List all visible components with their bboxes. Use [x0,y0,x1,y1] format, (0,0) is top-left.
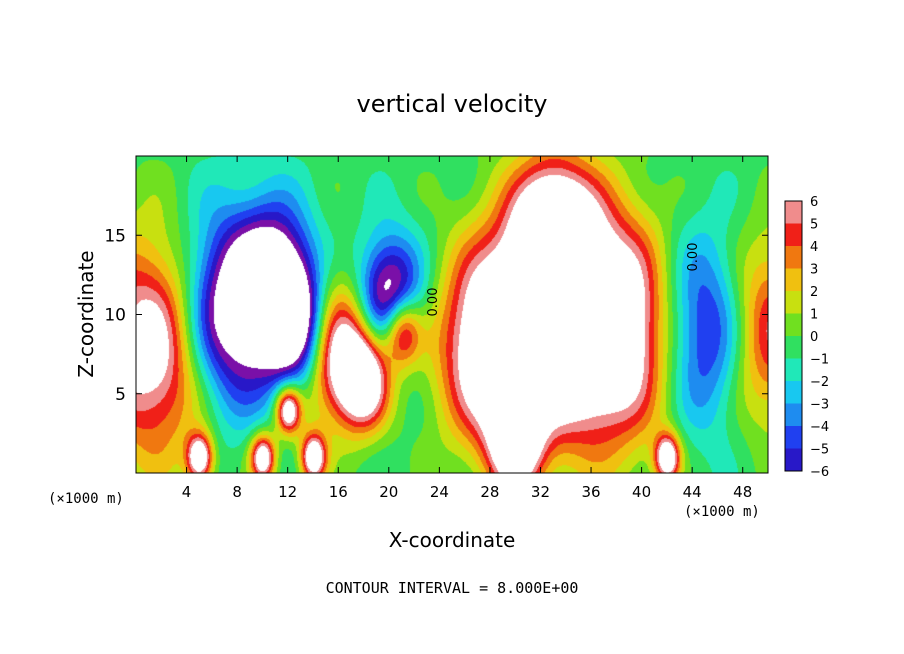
plot-area [135,155,769,474]
zero-contour-labels: 0.00 0.00 [426,243,701,317]
colorbar-label: 4 [810,240,818,255]
colorbar-label: −6 [810,465,829,480]
x-tick-label: 36 [581,483,600,501]
zero-contour-label: 0.00 [426,288,441,317]
colorbar-label: −4 [810,420,829,435]
colorbar-label: 2 [810,285,818,300]
colorbar-swatch [785,291,802,314]
colorbar-swatch [785,201,802,224]
x-tick-label: 40 [632,483,651,501]
x-tick-label: 28 [480,483,499,501]
y-axis-ticks: 5 10 15 [104,226,768,405]
colorbar: 6 5 4 3 2 1 0 −1 −2 −3 −4 −5 −6 [784,195,829,480]
y-tick-label: 15 [104,226,126,246]
colorbar-label: −5 [810,443,829,458]
colorbar-swatch [785,246,802,269]
x-tick-label: 16 [329,483,348,501]
colorbar-swatch [785,223,802,246]
colorbar-label: −3 [810,398,829,413]
colorbar-label: −1 [810,353,829,368]
x-tick-label: 8 [232,483,242,501]
colorbar-swatch [785,268,802,291]
zero-contour-label: 0.00 [686,243,701,272]
colorbar-swatch [785,336,802,359]
colorbar-label: 0 [810,330,818,345]
contour-interval-footer: CONTOUR INTERVAL = 8.000E+00 [326,579,579,597]
colorbar-swatch [785,403,802,426]
colorbar-swatch [785,448,802,471]
colorbar-swatch [785,381,802,404]
colorbar-label: −2 [810,375,829,390]
colorbar-frame [784,200,803,472]
x-tick-label: 24 [430,483,449,501]
y-tick-label: 5 [115,385,126,405]
colorbar-swatch [785,426,802,449]
x-tick-label: 12 [278,483,297,501]
y-axis-label: Z-coordinate [74,250,98,377]
colorbar-swatch [785,358,802,381]
colorbar-label: 3 [810,263,818,278]
y-tick-label: 10 [104,306,126,326]
colorbar-label: 1 [810,308,818,323]
x-tick-label: 32 [531,483,550,501]
x-unit-right: (×1000 m) [684,504,760,520]
x-tick-label: 48 [733,483,752,501]
chart-title: vertical velocity [357,90,548,118]
x-unit-left: (×1000 m) [48,491,124,507]
x-axis-label: X-coordinate [389,528,516,552]
x-tick-label: 44 [683,483,702,501]
x-tick-label: 20 [379,483,398,501]
colorbar-label: 5 [810,218,818,233]
colorbar-swatch [785,313,802,336]
x-axis-ticks: 4 8 12 16 20 24 28 32 36 40 44 48 [182,156,752,501]
x-tick-label: 4 [182,483,192,501]
colorbar-label: 6 [810,195,818,210]
